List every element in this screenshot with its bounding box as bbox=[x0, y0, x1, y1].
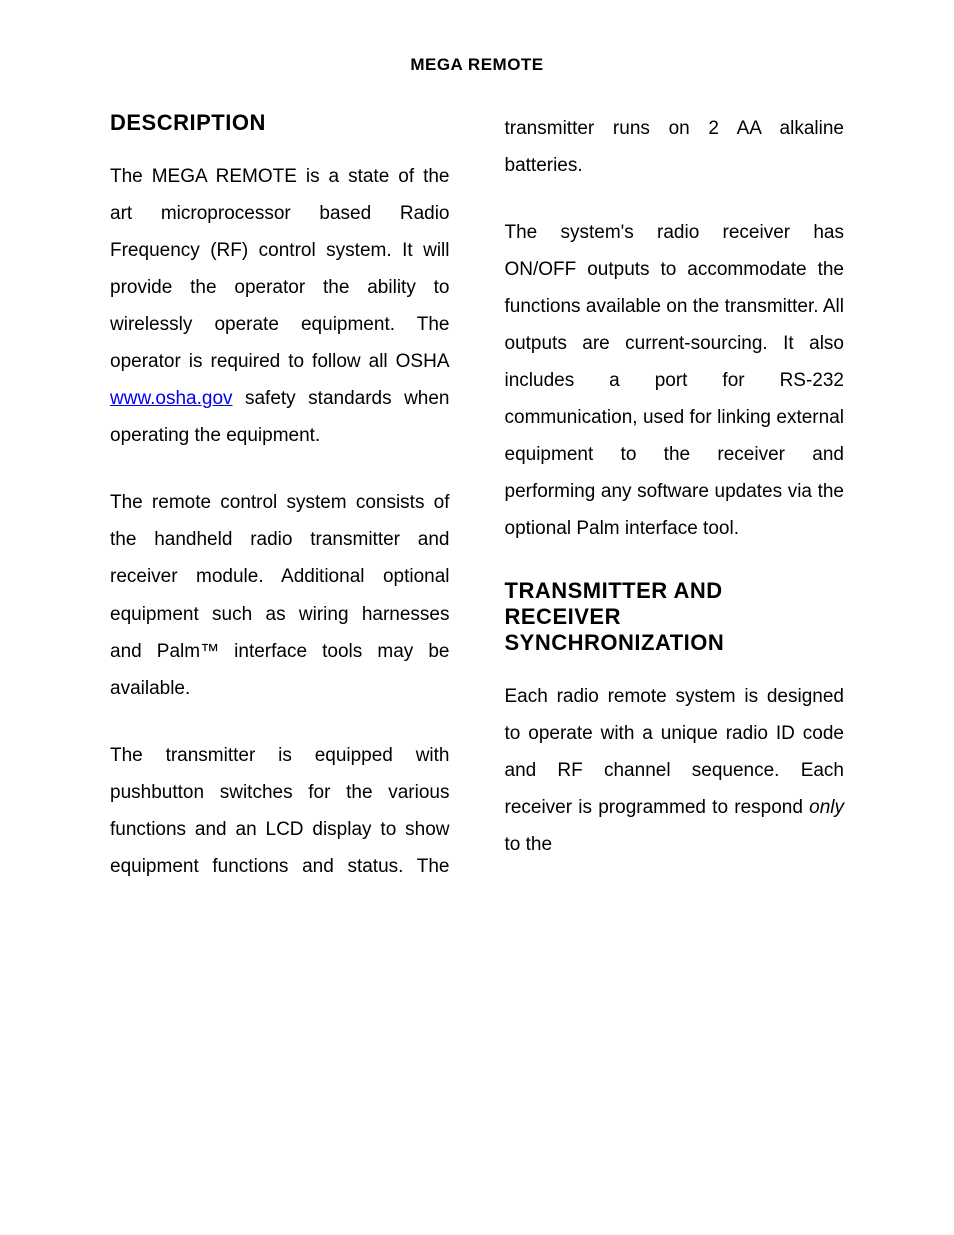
section-heading-sync: TRANSMITTER AND RECEIVER SYNCHRONIZATION bbox=[505, 578, 845, 656]
paragraph: The MEGA REMOTE is a state of the art mi… bbox=[110, 158, 450, 454]
paragraph: Each radio remote system is designed to … bbox=[505, 678, 845, 863]
paragraph: The system's radio receiver has ON/OFF o… bbox=[505, 214, 845, 547]
osha-link[interactable]: www.osha.gov bbox=[110, 388, 233, 409]
document-header: MEGA REMOTE bbox=[110, 55, 844, 75]
paragraph-text: Each radio remote system is designed to … bbox=[505, 686, 845, 818]
content-columns: DESCRIPTION The MEGA REMOTE is a state o… bbox=[110, 110, 844, 889]
section-heading-description: DESCRIPTION bbox=[110, 110, 450, 136]
section-block: TRANSMITTER AND RECEIVER SYNCHRONIZATION… bbox=[505, 578, 845, 863]
paragraph-text: to the bbox=[505, 834, 553, 855]
emphasis-text: only bbox=[809, 797, 844, 818]
paragraph-text: The MEGA REMOTE is a state of the art mi… bbox=[110, 166, 450, 372]
paragraph: The remote control system consists of th… bbox=[110, 484, 450, 706]
document-page: MEGA REMOTE DESCRIPTION The MEGA REMOTE … bbox=[0, 0, 954, 929]
